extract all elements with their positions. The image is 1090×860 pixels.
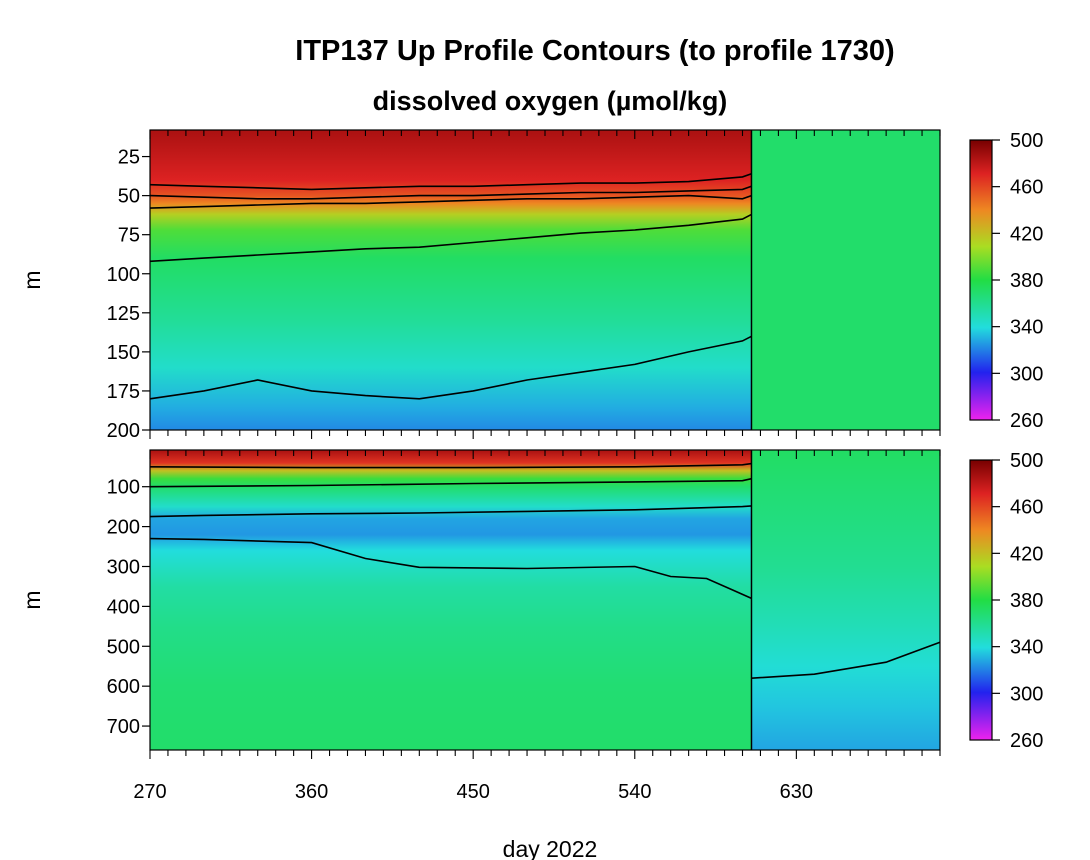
colorbar-tick-label: 260 [1010,730,1043,752]
colorbar-tick-label: 380 [1010,270,1043,292]
contour-line-d3 [149,505,752,518]
y-tick-label: 25 [118,147,140,169]
x-tick-label: 540 [618,781,651,803]
y-tick-label: 100 [107,477,140,499]
colorbar-tick-label: 460 [1010,177,1043,199]
colorbar-tick-label: 260 [1010,410,1043,432]
contour-line-c3 [149,194,752,209]
colorbar-tick-label: 340 [1010,317,1043,339]
colorbar [969,459,993,741]
chart-title: ITP137 Up Profile Contours (to profile 1… [295,35,894,67]
y-tick-label: 100 [107,264,140,286]
y-tick-label: 150 [107,342,140,364]
chart-subtitle: dissolved oxygen (µmol/kg) [373,86,728,116]
y-tick-label: 125 [107,303,140,325]
y-tick-label: 300 [107,556,140,578]
colorbar-tick-label: 300 [1010,683,1043,705]
heatmap-data-region [150,450,752,750]
colorbar-tick-label: 500 [1010,130,1043,152]
heatmap-data-region [150,130,752,430]
contour-line-d2 [149,477,752,488]
y-axis-label: m [19,590,45,609]
y-tick-label: 200 [107,420,140,442]
y-tick-label: 600 [107,676,140,698]
contour-line-d5 [751,641,941,679]
colorbar-tick-label: 340 [1010,637,1043,659]
contour-line-c1 [149,173,752,191]
heatmap-fill-region [751,130,940,430]
contour-line-c2 [149,185,752,200]
colorbar-tick-label: 380 [1010,590,1043,612]
contour-line-d4 [149,537,752,600]
x-tick-label: 360 [295,781,328,803]
y-tick-label: 400 [107,596,140,618]
heatmap-fill-region [751,450,940,750]
bottom-panel: 100 200 300 400 500 600 700 270 360 450 540 630 m 260… [19,449,1043,803]
x-tick-label: 270 [133,781,166,803]
colorbar-tick-label: 300 [1010,363,1043,385]
y-tick-label: 50 [118,186,140,208]
x-tick-label: 450 [456,781,489,803]
colorbar [969,139,993,421]
colorbar-tick-label: 420 [1010,543,1043,565]
colorbar-tick-label: 420 [1010,223,1043,245]
y-tick-label: 175 [107,381,140,403]
x-axis-label: day 2022 [503,836,598,860]
colorbar-tick-label: 500 [1010,450,1043,472]
contour-line-c5 [149,335,752,400]
contour-line-d1 [149,462,752,469]
y-tick-label: 75 [118,225,140,247]
contour-line-c4 [149,213,752,263]
y-axis-label: m [19,270,45,289]
colorbar-tick-label: 460 [1010,497,1043,519]
x-tick-label: 630 [780,781,813,803]
top-panel: 25 50 75 100 125 150 175 200 m 260 300 340 380 420 460… [19,129,1043,442]
y-tick-label: 700 [107,716,140,738]
y-tick-label: 200 [107,517,140,539]
y-tick-label: 500 [107,636,140,658]
